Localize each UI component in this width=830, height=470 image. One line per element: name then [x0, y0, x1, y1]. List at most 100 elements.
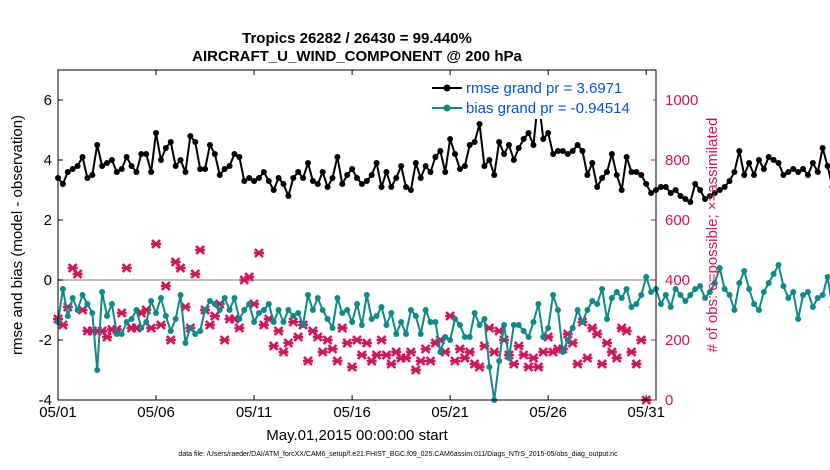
obs-marker	[268, 341, 279, 351]
y-left-tick-label: -4	[39, 392, 52, 409]
obs-marker	[195, 245, 206, 255]
rmse-point	[515, 145, 522, 151]
bias-point	[819, 292, 826, 298]
rmse-point	[775, 160, 782, 166]
bias-point	[280, 319, 287, 325]
rmse-point	[711, 190, 718, 196]
rmse-point	[672, 187, 679, 193]
rmse-point	[398, 163, 405, 169]
bias-point	[804, 289, 811, 295]
rmse-point	[59, 181, 66, 187]
y-axis-right-label: # of obs: o=possible; ×=assimilated	[704, 118, 721, 353]
plot-frame	[57, 69, 657, 401]
rmse-point	[354, 175, 360, 181]
obs-marker	[312, 332, 323, 342]
rmse-point	[746, 160, 753, 166]
bias-point	[795, 316, 802, 322]
rmse-point	[108, 157, 115, 163]
rmse-point	[550, 151, 557, 157]
rmse-point	[202, 166, 209, 172]
obs-marker	[371, 350, 382, 360]
bias-point	[162, 313, 169, 319]
rmse-point	[770, 157, 777, 163]
rmse-point	[795, 169, 802, 175]
obs-marker	[165, 335, 176, 345]
obs-marker	[288, 317, 299, 327]
obs-marker	[381, 350, 392, 360]
obs-marker	[278, 347, 289, 357]
obs-marker	[489, 347, 500, 357]
bias-point	[300, 322, 307, 328]
bias-point	[589, 298, 596, 304]
obs-marker	[513, 341, 524, 351]
obs-marker	[415, 356, 426, 366]
obs-marker	[155, 320, 166, 330]
rmse-point	[265, 178, 272, 184]
bias-point	[535, 301, 542, 307]
y-right-tick-label: 0	[665, 392, 673, 409]
rmse-point	[246, 175, 253, 181]
bias-point	[241, 307, 248, 313]
rmse-point	[760, 166, 767, 172]
obs-marker	[283, 338, 294, 348]
bias-point	[177, 292, 184, 298]
obs-marker	[356, 350, 367, 360]
bias-point	[716, 265, 723, 271]
rmse-point	[716, 187, 723, 193]
rmse-point	[221, 166, 228, 172]
y-right-tick-label: 400	[665, 272, 690, 289]
bias-point	[99, 289, 106, 295]
bias-point	[143, 319, 150, 325]
rmse-point	[638, 172, 645, 178]
y-axis-left: -4 -2 0 2 4 6	[39, 92, 63, 409]
obs-marker	[450, 356, 461, 366]
rmse-point	[643, 181, 650, 187]
bias-point	[295, 310, 302, 316]
rmse-point	[790, 166, 797, 172]
obs-marker	[592, 329, 603, 339]
bias-point	[231, 295, 238, 301]
bias-point	[667, 304, 674, 310]
y-left-tick-label: 4	[44, 152, 52, 169]
bias-point	[746, 286, 753, 292]
bias-point	[574, 307, 581, 313]
rmse-point	[148, 169, 155, 175]
bias-point	[760, 289, 767, 295]
rmse-point	[809, 160, 816, 166]
bias-point	[677, 292, 684, 298]
rmse-point	[211, 151, 218, 157]
x-axis: 05/01 05/06 05/11 05/16 05/21 05/26 05/31	[39, 70, 665, 421]
rmse-point	[530, 142, 537, 148]
legend-rmse-label: rmse grand pr = 3.6971	[466, 80, 622, 97]
bias-point	[437, 349, 444, 355]
rmse-point	[329, 175, 336, 181]
rmse-point	[177, 157, 184, 163]
y-axis-left-label: rmse and bias (model - observation)	[9, 115, 26, 355]
rmse-point	[481, 163, 488, 169]
bias-point	[363, 292, 370, 298]
bias-point	[687, 292, 694, 298]
obs-marker	[293, 332, 304, 342]
rmse-point	[393, 175, 400, 181]
obs-marker	[572, 359, 583, 369]
obs-marker	[631, 359, 642, 369]
obs-marker	[121, 263, 132, 273]
bias-point	[226, 307, 233, 313]
bias-point	[751, 301, 758, 307]
rmse-point	[319, 169, 326, 175]
y-axis-right: 0 200 400 600 800 1000	[651, 92, 698, 409]
rmse-point	[687, 199, 694, 205]
legend-box	[428, 77, 653, 119]
bias-point	[599, 286, 606, 292]
bias-point	[167, 328, 174, 334]
bias-point	[618, 295, 625, 301]
rmse-point	[706, 193, 713, 199]
bias-point	[672, 286, 679, 292]
chart-title-line2: AIRCRAFT_U_WIND_COMPONENT @ 200 hPa	[192, 48, 522, 65]
rmse-point	[785, 169, 792, 175]
bias-point	[741, 268, 748, 274]
obs-marker	[160, 281, 171, 291]
plot-area	[58, 70, 656, 400]
bias-point	[128, 316, 135, 322]
obs-marker	[204, 320, 215, 330]
